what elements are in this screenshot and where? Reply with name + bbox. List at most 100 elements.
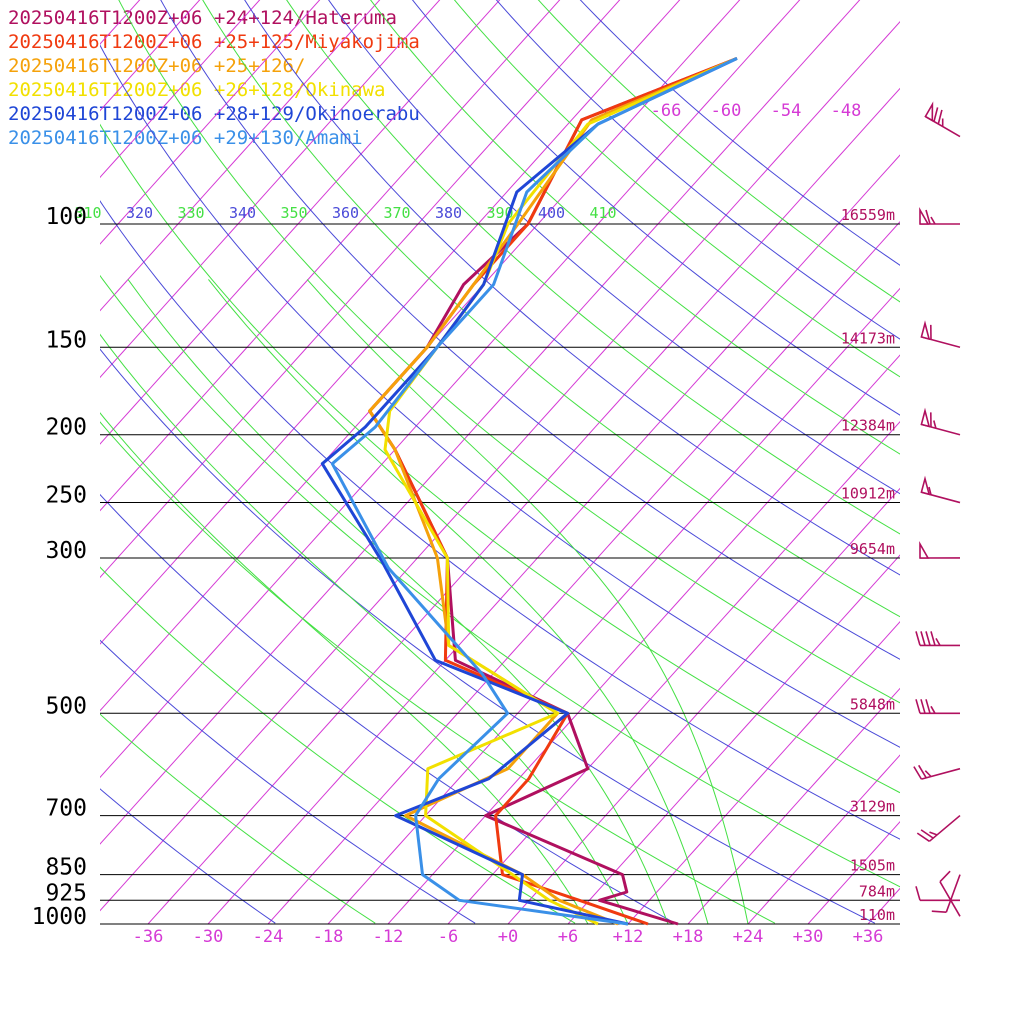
x-tick-label: -36 — [133, 927, 164, 947]
profile-line-1 — [368, 57, 738, 926]
dry-adiabat-line — [537, 0, 900, 303]
height-label: 5848m — [850, 695, 895, 713]
isotherm-label: -48 — [831, 101, 862, 121]
theta-label: 350 — [280, 204, 307, 222]
wind-barb — [915, 631, 961, 647]
legend-entry-okinawa: 20250416T1200Z+06 +26+128/Okinawa — [8, 79, 386, 101]
temperature-axis: -36 -30 -24 -18 -12 -6 +0 +6 +12 +18 +24 +30 +36 — [133, 927, 884, 947]
temperature-profiles — [320, 57, 738, 926]
moist-adiabat-line — [100, 412, 589, 924]
dry-adiabat-line — [411, 0, 900, 416]
x-tick-label: +6 — [558, 927, 578, 947]
pressure-label: 300 — [45, 538, 87, 564]
pressure-label: 500 — [45, 693, 87, 719]
pressure-label: 700 — [45, 796, 87, 822]
x-tick-label: -12 — [373, 927, 404, 947]
isotherm-line — [747, 754, 900, 924]
height-label: 12384m — [841, 417, 895, 435]
isotherm-line — [387, 354, 900, 924]
isotherm-line — [0, 0, 9, 924]
x-tick-label: +24 — [733, 927, 764, 947]
pressure-label: 100 — [45, 204, 87, 230]
theta-label: 380 — [435, 204, 462, 222]
pressure-label: 1000 — [32, 904, 87, 930]
theta-label: 340 — [229, 204, 256, 222]
dry-adiabat-line — [286, 0, 900, 535]
isotherm-line — [988, 0, 1024, 924]
isotherm-line — [928, 0, 1024, 924]
dry-adiabat-line — [453, 0, 900, 378]
wind-barb — [915, 699, 961, 715]
profile-line-0 — [368, 57, 738, 926]
isotherm-line — [147, 87, 900, 924]
isotherm-line — [100, 0, 561, 512]
dry-adiabat-line — [100, 713, 376, 924]
wind-barb — [924, 101, 961, 138]
x-tick-label: +0 — [498, 927, 518, 947]
wind-barb — [920, 407, 961, 436]
isotherm-line — [100, 0, 201, 112]
height-label: 784m — [859, 882, 895, 900]
dry-adiabat-line — [100, 639, 476, 924]
isotherm-line — [100, 0, 261, 179]
dry-adiabat-line — [579, 0, 900, 266]
x-tick-label: -18 — [313, 927, 344, 947]
dry-adiabat-line — [100, 788, 276, 924]
wind-barbs — [913, 101, 961, 917]
moist-adiabat-line — [127, 279, 669, 924]
pressure-levels: 100 16559m 150 14173m 200 12384m 250 10912m 300 9… — [32, 204, 900, 930]
height-label: 10912m — [841, 485, 895, 503]
x-tick-label: +30 — [793, 927, 824, 947]
isotherm-label: -54 — [771, 101, 802, 121]
pressure-label: 150 — [45, 327, 87, 353]
isotherm-line — [100, 0, 801, 779]
isotherm-line — [100, 0, 441, 379]
wind-barb — [913, 764, 961, 780]
isotherm-line — [207, 154, 900, 924]
isotherm-line — [867, 887, 900, 924]
isotherm-line — [0, 0, 129, 924]
isotherm-line — [100, 0, 681, 645]
dry-adiabat-line — [100, 493, 676, 924]
theta-label: 410 — [589, 204, 616, 222]
theta-label: 370 — [383, 204, 410, 222]
x-tick-label: +18 — [673, 927, 704, 947]
height-label: 16559m — [841, 206, 895, 224]
legend-entry-okinoerabu: 20250416T1200Z+06 +28+129/Okinoerabu — [8, 103, 420, 125]
isotherm-line — [267, 221, 900, 924]
isotherm-line — [807, 821, 900, 924]
isotherm-line — [0, 0, 69, 924]
background-lines — [0, 0, 1024, 924]
profile-line-2 — [368, 57, 738, 926]
profile-line-5 — [330, 57, 738, 926]
wind-barb — [920, 320, 961, 349]
wind-barb — [916, 814, 961, 842]
theta-label: 330 — [177, 204, 204, 222]
legend-entry-hateruma: 20250416T1200Z+06 +24+124/Hateruma — [8, 7, 397, 29]
height-label: 3129m — [850, 798, 895, 816]
x-tick-label: -6 — [438, 927, 458, 947]
pressure-label: 250 — [45, 483, 87, 509]
theta-label: 400 — [538, 204, 565, 222]
isotherm-label: -60 — [711, 101, 742, 121]
x-tick-label: +12 — [613, 927, 644, 947]
isotherm-labels: -66 -60 -54 -48 — [651, 101, 862, 121]
isotherm-line — [327, 287, 900, 924]
wind-barb — [920, 475, 961, 504]
dry-adiabat-line — [100, 123, 900, 794]
wind-barb — [919, 206, 960, 225]
dry-adiabat-line — [202, 0, 900, 618]
isotherm-line — [100, 21, 900, 912]
wind-barb — [915, 886, 961, 902]
moist-adiabat-line — [100, 333, 629, 924]
moist-adiabat-line — [208, 279, 709, 924]
pressure-label: 925 — [45, 880, 87, 906]
isotherm-line — [627, 621, 900, 924]
wind-barb — [931, 874, 961, 913]
isotherm-line — [100, 0, 381, 312]
wind-barb — [919, 540, 961, 559]
moist-adiabat-line — [306, 279, 749, 924]
wind-barb — [939, 870, 961, 917]
dry-adiabat-line — [495, 0, 900, 340]
